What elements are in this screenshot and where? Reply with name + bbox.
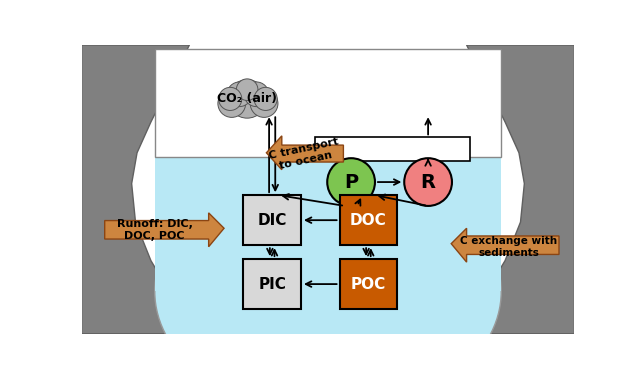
Ellipse shape [404, 158, 452, 206]
FancyBboxPatch shape [243, 195, 301, 245]
Text: CO₂ (air): CO₂ (air) [217, 92, 277, 105]
Text: Runoff: DIC,
DOC, POC: Runoff: DIC, DOC, POC [117, 219, 193, 241]
FancyBboxPatch shape [315, 137, 470, 160]
Circle shape [236, 79, 258, 101]
Text: P: P [344, 172, 358, 192]
FancyBboxPatch shape [340, 195, 397, 245]
Ellipse shape [327, 158, 375, 206]
Circle shape [218, 90, 246, 117]
Polygon shape [105, 213, 224, 247]
FancyBboxPatch shape [340, 259, 397, 309]
FancyBboxPatch shape [155, 49, 501, 157]
Circle shape [219, 87, 242, 111]
Polygon shape [82, 45, 193, 334]
Text: DOC: DOC [350, 213, 387, 228]
FancyBboxPatch shape [243, 259, 301, 309]
Polygon shape [193, 290, 463, 334]
Text: C transport
to ocean: C transport to ocean [268, 136, 342, 172]
Polygon shape [266, 136, 344, 170]
Polygon shape [451, 228, 559, 262]
Text: POC: POC [351, 277, 386, 292]
Polygon shape [463, 45, 575, 334]
Text: R: R [420, 172, 436, 192]
Text: DIC: DIC [257, 213, 287, 228]
Circle shape [254, 87, 277, 111]
Circle shape [228, 80, 266, 118]
FancyBboxPatch shape [155, 157, 501, 291]
Text: PIC: PIC [258, 277, 286, 292]
Circle shape [244, 82, 269, 106]
Circle shape [227, 82, 252, 106]
Ellipse shape [155, 168, 501, 375]
Text: C exchange with
sediments: C exchange with sediments [460, 236, 557, 258]
Circle shape [250, 90, 278, 117]
